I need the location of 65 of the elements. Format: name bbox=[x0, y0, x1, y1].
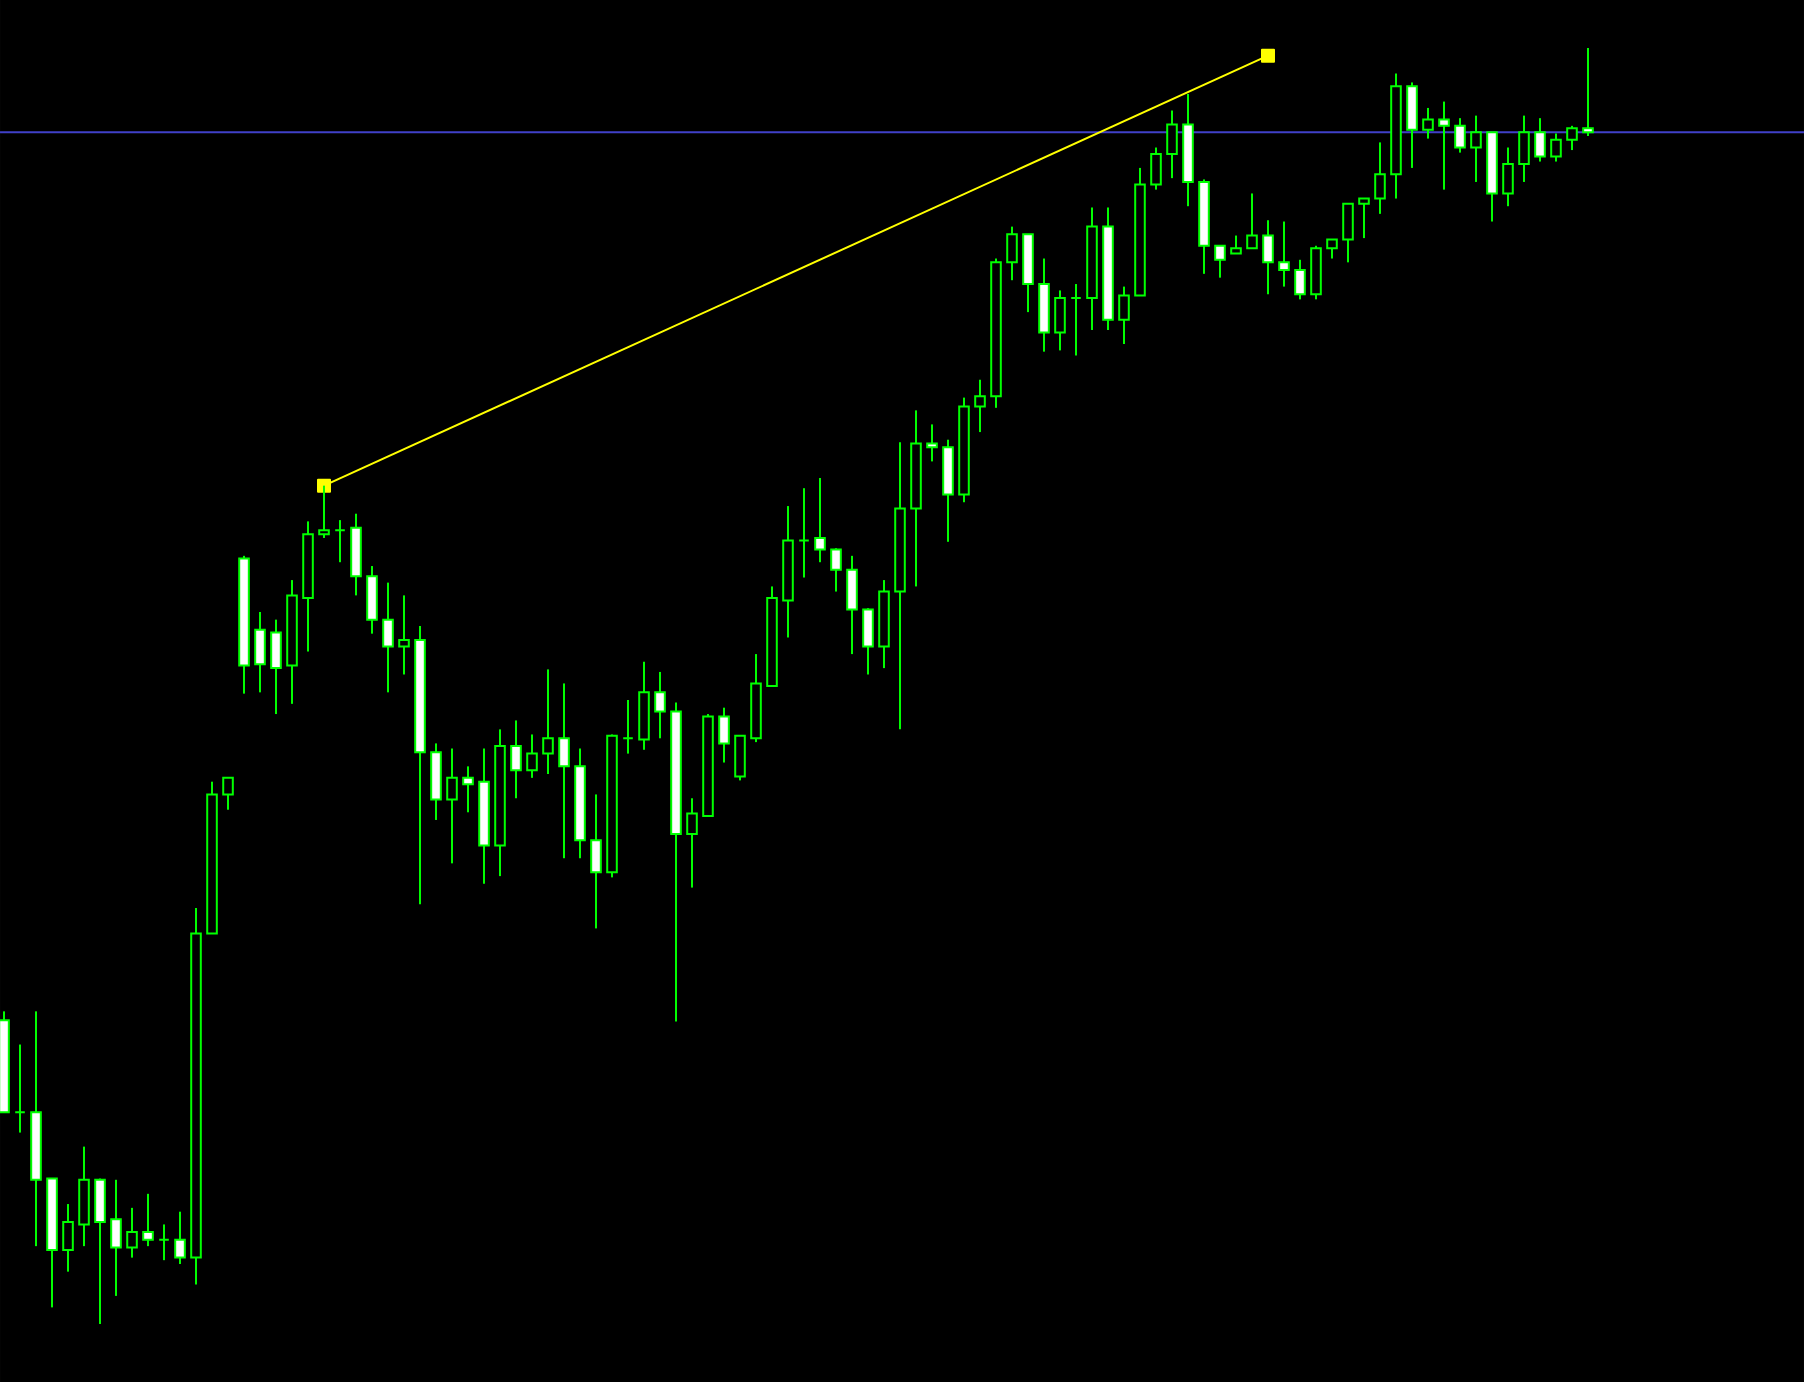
candlestick bbox=[1150, 146, 1162, 191]
candlestick bbox=[1534, 117, 1546, 163]
candlestick bbox=[846, 554, 858, 656]
candlestick bbox=[590, 793, 602, 930]
candlestick bbox=[62, 1203, 74, 1273]
candlestick bbox=[1006, 225, 1018, 282]
candlestick bbox=[430, 742, 442, 821]
candlestick bbox=[1470, 114, 1482, 183]
candlestick bbox=[270, 618, 282, 716]
candlestick bbox=[654, 670, 666, 740]
candlestick bbox=[254, 610, 266, 694]
candlestick bbox=[830, 547, 842, 593]
candlestick bbox=[686, 797, 698, 889]
candlestick bbox=[1166, 109, 1178, 180]
candlestick bbox=[14, 1043, 26, 1134]
candlestick bbox=[526, 733, 538, 779]
candlestick bbox=[718, 706, 730, 764]
candlestick bbox=[382, 581, 394, 694]
candlestick bbox=[94, 1177, 106, 1325]
candlestick bbox=[110, 1178, 122, 1297]
candlestick bbox=[158, 1223, 170, 1262]
candlestick bbox=[1246, 192, 1258, 250]
candlestick bbox=[1422, 106, 1434, 140]
candlestick bbox=[446, 747, 458, 865]
candlestick bbox=[638, 660, 650, 751]
candlestick bbox=[1278, 220, 1290, 288]
candlestick bbox=[1310, 244, 1322, 301]
candlestick bbox=[1294, 258, 1306, 301]
candlestick bbox=[510, 719, 522, 800]
candlestick bbox=[1262, 219, 1274, 296]
candlestick bbox=[1406, 81, 1418, 169]
candlestick bbox=[1326, 238, 1338, 260]
candlestick bbox=[1054, 289, 1066, 352]
candlestick bbox=[462, 765, 474, 814]
candlestick bbox=[1342, 202, 1354, 264]
candlestick bbox=[1454, 117, 1466, 154]
candlestick bbox=[334, 519, 346, 564]
candlestick bbox=[558, 682, 570, 860]
candlestick bbox=[1214, 244, 1226, 279]
candlestick bbox=[926, 423, 938, 463]
candlestick bbox=[78, 1145, 90, 1248]
candlestick bbox=[1358, 197, 1370, 240]
candlestick bbox=[1070, 283, 1082, 357]
candlestick bbox=[798, 487, 810, 579]
candlestick bbox=[1118, 285, 1130, 346]
candlestick bbox=[126, 1206, 138, 1259]
candlestick bbox=[1438, 100, 1450, 191]
candlestick bbox=[1518, 114, 1530, 183]
candlestick bbox=[222, 776, 234, 811]
candlestick bbox=[622, 699, 634, 755]
candlestick bbox=[398, 594, 410, 676]
candlestick bbox=[862, 607, 874, 676]
candlestick bbox=[142, 1192, 154, 1248]
candlestick bbox=[542, 668, 554, 776]
candlestick bbox=[734, 734, 746, 782]
candlestick bbox=[942, 438, 954, 543]
candlestick bbox=[1582, 46, 1594, 138]
candlestick bbox=[1502, 146, 1514, 208]
candlestick bbox=[1566, 124, 1578, 152]
candlestick bbox=[1550, 132, 1562, 163]
candlestick bbox=[366, 565, 378, 635]
candlestick bbox=[974, 378, 986, 434]
candlestick bbox=[814, 476, 826, 564]
candlestick bbox=[1374, 141, 1386, 215]
candlestick bbox=[174, 1210, 186, 1265]
